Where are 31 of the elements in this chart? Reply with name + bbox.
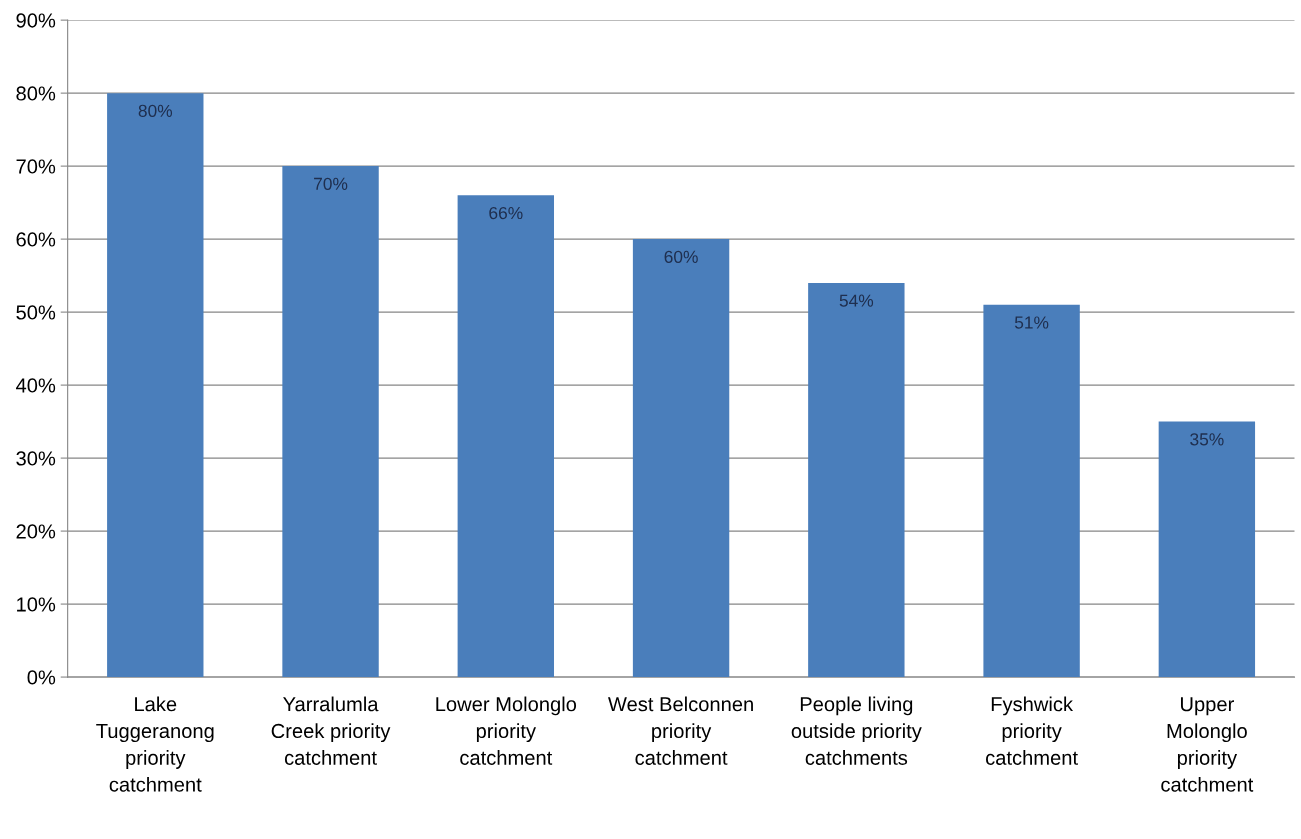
bar bbox=[808, 282, 905, 678]
y-tick-label: 30% bbox=[16, 451, 56, 466]
data-label: 80% bbox=[138, 104, 173, 117]
y-tick-label: 70% bbox=[16, 159, 56, 174]
y-tick-label: 40% bbox=[16, 378, 56, 393]
bar bbox=[632, 239, 730, 678]
data-label: 54% bbox=[839, 294, 874, 307]
bar bbox=[983, 304, 1080, 678]
bar bbox=[457, 195, 555, 678]
y-tick-label: 10% bbox=[17, 597, 56, 612]
x-tick-label: West Belconnen priority catchment bbox=[608, 696, 753, 765]
x-tick-label: Lake Tuggeranong priority catchment bbox=[96, 696, 214, 792]
data-label: 70% bbox=[314, 177, 348, 190]
data-label: 51% bbox=[1014, 316, 1049, 329]
bar bbox=[107, 93, 204, 678]
y-tick-label: 90% bbox=[16, 13, 56, 28]
bar bbox=[282, 166, 379, 678]
y-tick-label: 20% bbox=[16, 524, 56, 539]
x-tick-label: People living outside priority catchments bbox=[791, 696, 922, 765]
y-tick-label: 50% bbox=[16, 305, 56, 320]
x-tick-label: Upper Molonglo priority catchment bbox=[1161, 697, 1254, 792]
x-tick-label: Lower Molonglo priority catchment bbox=[436, 696, 577, 765]
data-label: 60% bbox=[664, 250, 698, 263]
data-label: 35% bbox=[1190, 433, 1224, 446]
x-tick-label: Yarralumla Creek priority catchment bbox=[271, 696, 391, 765]
bar bbox=[1158, 421, 1256, 678]
data-label: 66% bbox=[489, 206, 523, 220]
x-tick-label: Fyshwick priority catchment bbox=[986, 696, 1078, 765]
y-tick-label: 60% bbox=[16, 232, 56, 247]
y-tick-label: 0% bbox=[27, 670, 56, 685]
y-tick-label: 80% bbox=[16, 86, 56, 101]
